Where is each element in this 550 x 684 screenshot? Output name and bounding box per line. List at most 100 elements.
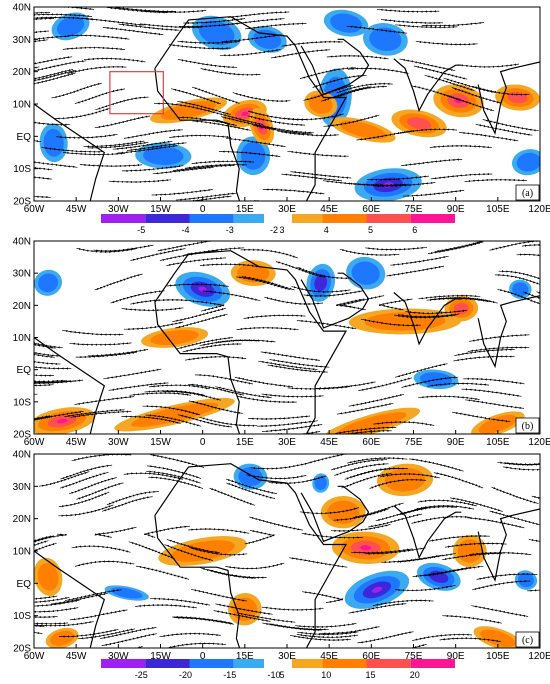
streamline	[380, 19, 444, 25]
streamline	[34, 368, 54, 377]
x-tick-label: 75E	[405, 437, 423, 448]
streamline	[108, 178, 172, 184]
x-tick-label: 30W	[108, 651, 129, 662]
streamline	[346, 25, 408, 34]
streamline	[307, 454, 361, 464]
x-tick-label: 15E	[236, 651, 254, 662]
colorbar-swatch	[101, 214, 146, 223]
colorbar-swatch	[366, 214, 411, 223]
streamline	[157, 241, 213, 252]
streamline	[302, 591, 344, 603]
streamline	[312, 74, 367, 88]
colorbar-swatch	[278, 659, 323, 668]
streamline	[399, 505, 458, 516]
streamline	[34, 612, 58, 619]
streamline	[143, 525, 191, 538]
streamline	[200, 68, 261, 76]
x-tick-label: 60E	[362, 204, 380, 215]
colorbar-label: 10	[321, 670, 331, 680]
coastline	[477, 295, 540, 369]
anomaly-shade	[38, 273, 59, 293]
streamline	[34, 13, 93, 18]
streamline	[373, 420, 435, 427]
streamline	[411, 515, 471, 524]
panel-3: 60W 45W 30W 15W 0 15E 30E 45E 60E 75E 90E 105E 120E 4…	[13, 450, 550, 681]
streamline	[121, 165, 184, 172]
streamline	[352, 502, 404, 519]
streamline	[166, 642, 227, 648]
streamline	[159, 632, 221, 638]
streamline	[236, 326, 299, 331]
panel-label: (c)	[515, 631, 540, 648]
streamline	[263, 430, 321, 434]
x-tick-label: 45E	[320, 437, 338, 448]
streamline	[418, 395, 480, 401]
colorbar: -5 -4 -3 -2 3 4 5 6	[101, 214, 455, 235]
streamline	[394, 314, 456, 319]
colorbar-label: 4	[324, 225, 329, 235]
anomaly-shade	[371, 586, 383, 593]
streamline	[401, 376, 459, 388]
streamlines	[34, 454, 540, 648]
streamlines	[34, 241, 540, 434]
streamline	[188, 527, 250, 534]
streamline	[221, 34, 282, 43]
streamline	[34, 607, 79, 613]
streamline	[356, 130, 415, 141]
streamline	[339, 248, 400, 257]
coastline	[34, 550, 106, 648]
colorbar-label: -2	[270, 225, 278, 235]
streamline	[451, 411, 511, 423]
streamline	[241, 275, 295, 291]
streamline	[395, 584, 456, 592]
colorbar-label: 15	[365, 670, 375, 680]
x-tick-label: 30E	[278, 651, 296, 662]
streamline	[527, 588, 540, 595]
x-tick-label: 30W	[108, 437, 129, 448]
streamline	[94, 115, 151, 129]
streamline	[498, 270, 540, 283]
streamline	[34, 30, 50, 39]
streamline	[296, 319, 357, 330]
y-tick-label: 40N	[13, 3, 31, 14]
streamline	[386, 265, 445, 277]
x-tick-label: 75E	[405, 651, 423, 662]
streamline	[34, 410, 84, 422]
streamline	[261, 393, 324, 398]
y-tick-label: 20N	[13, 301, 31, 312]
streamline	[296, 634, 359, 639]
y-tick-label: EQ	[17, 579, 32, 590]
streamline	[475, 124, 533, 136]
y-tick-label: 30N	[13, 482, 31, 493]
colorbar-swatch	[410, 214, 455, 223]
streamline	[184, 355, 247, 361]
coastline	[477, 61, 540, 135]
streamline	[71, 545, 131, 553]
streamline	[191, 86, 240, 104]
streamline	[491, 486, 539, 504]
x-tick-label: 0	[200, 437, 206, 448]
streamline	[110, 290, 165, 304]
colorbar-label: -25	[135, 670, 148, 680]
x-tick-label: 15E	[236, 437, 254, 448]
anomaly-shade	[516, 152, 540, 172]
streamline	[405, 309, 468, 315]
streamline	[412, 633, 473, 641]
colorbar-swatch	[189, 659, 234, 668]
coastline	[34, 103, 106, 201]
streamline	[215, 386, 272, 399]
colorbar-swatch	[145, 214, 190, 223]
streamline	[172, 308, 226, 322]
streamline	[34, 164, 53, 171]
colorbar-label: -10	[267, 670, 280, 680]
streamline	[334, 462, 389, 476]
colorbar-label: 3	[279, 225, 284, 235]
anomaly-region	[511, 149, 540, 176]
streamline	[225, 478, 277, 494]
streamline	[250, 462, 311, 470]
streamline	[528, 538, 540, 550]
streamline	[34, 621, 94, 627]
streamline	[379, 472, 440, 479]
streamline	[287, 385, 350, 391]
y-tick-label: 20N	[13, 67, 31, 78]
